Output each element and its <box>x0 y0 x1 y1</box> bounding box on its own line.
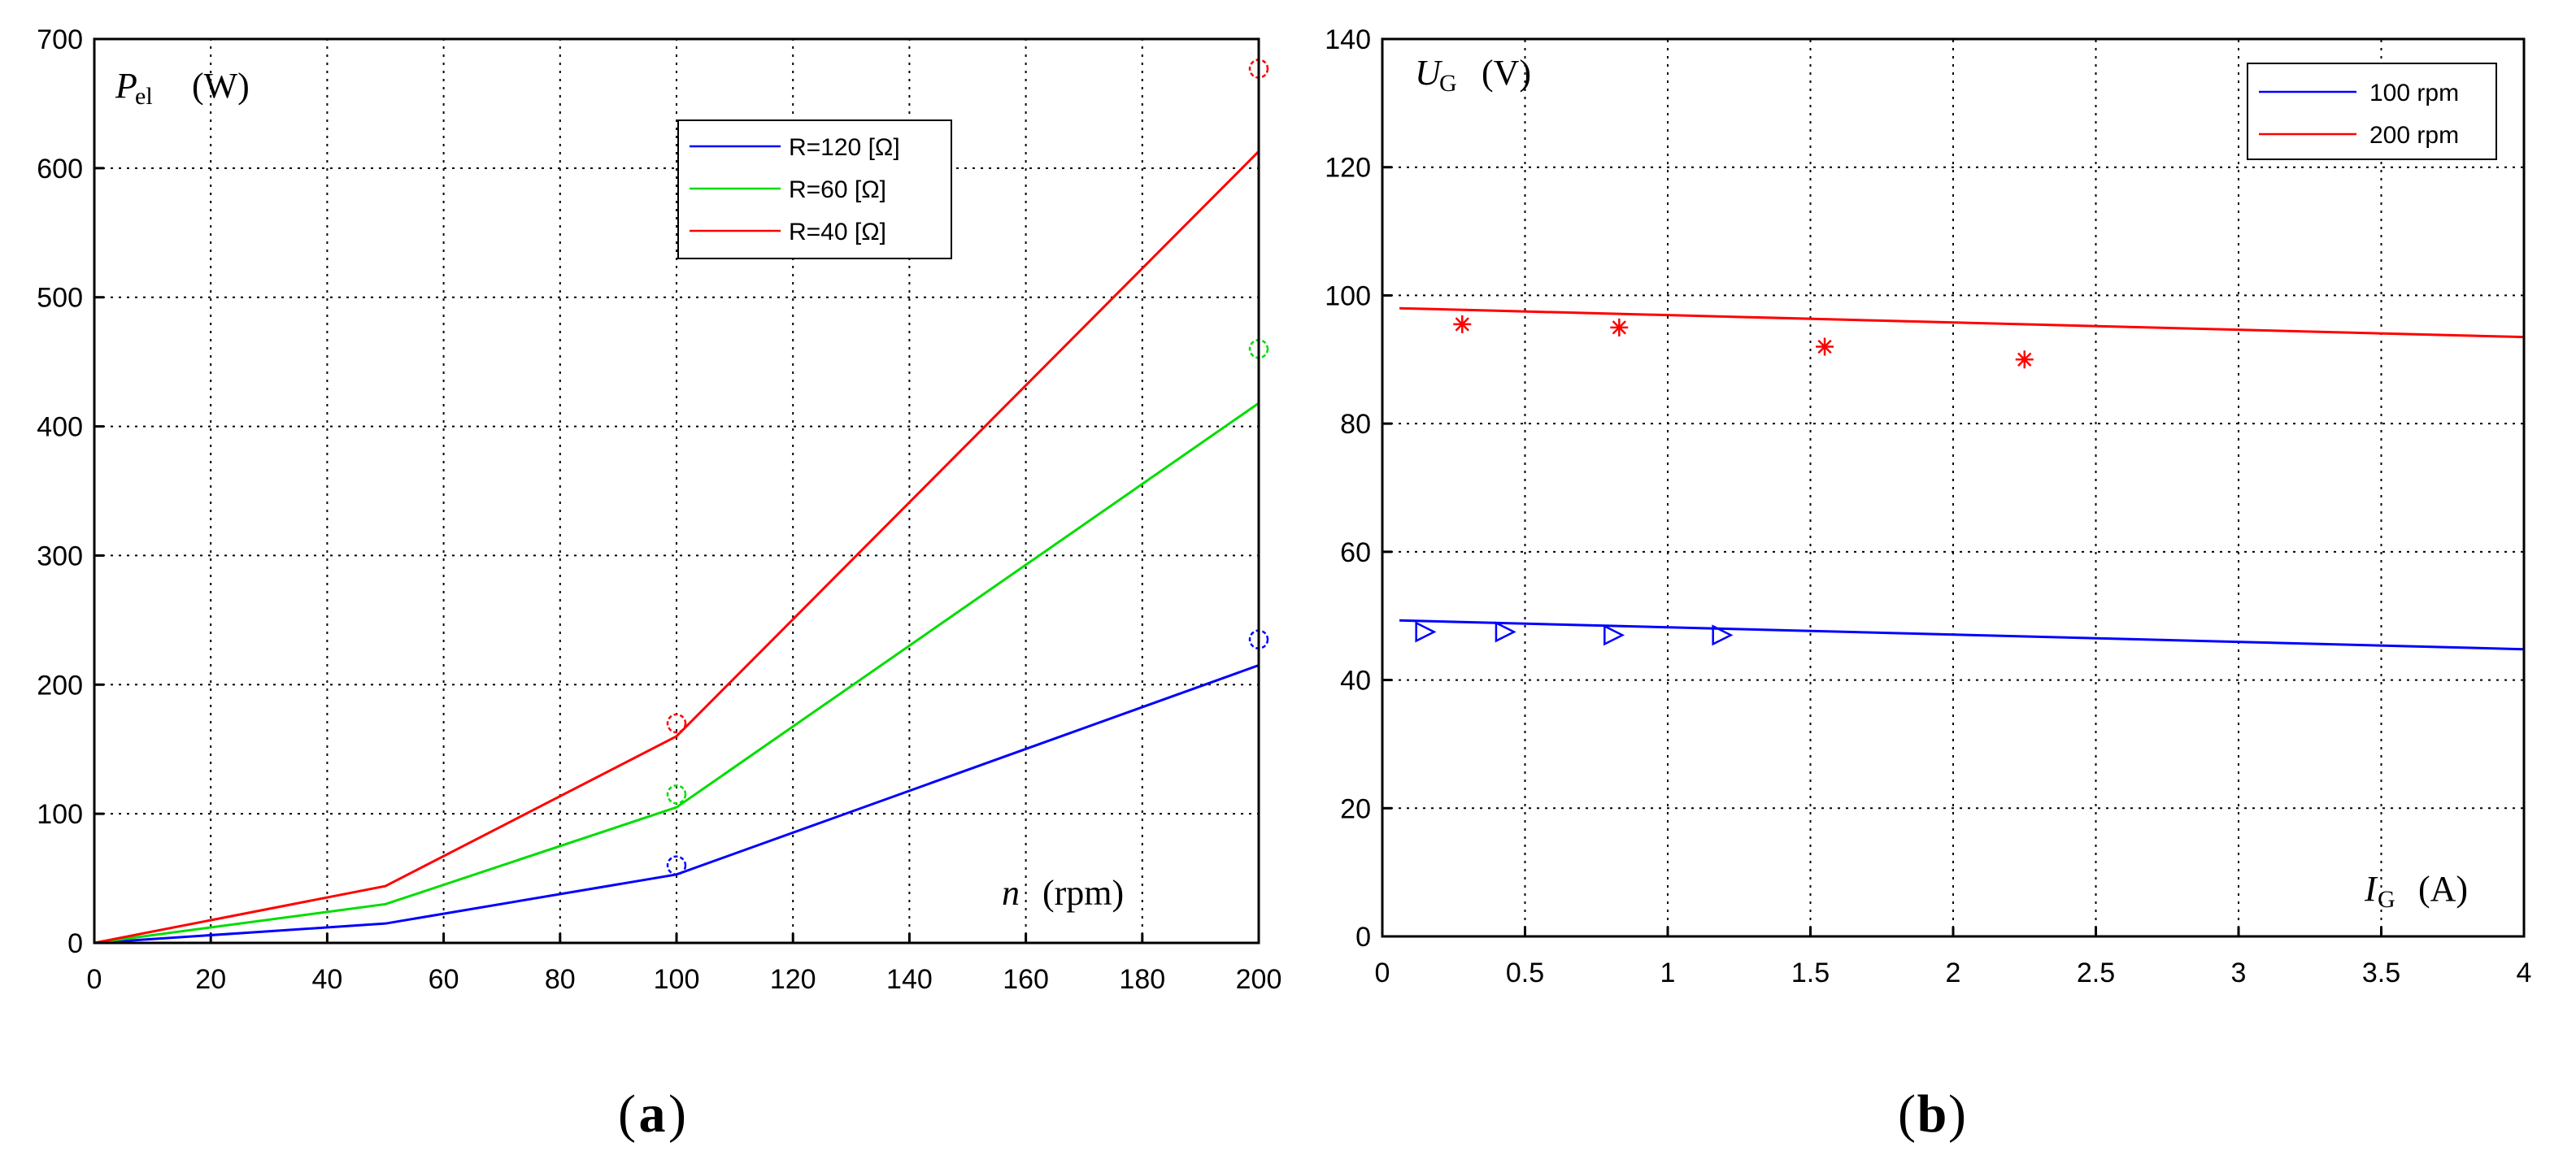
chart-a-ytick-label-1: 100 <box>37 799 83 830</box>
chart-a-xtick-label-8: 160 <box>1003 964 1049 995</box>
chart-a-ytick-label-3: 300 <box>37 541 83 571</box>
chart-a-caption-letter: a <box>639 1084 666 1144</box>
chart-b-xtick-label-7: 3.5 <box>2362 958 2400 988</box>
chart-a-legend-label-1: R=60 [Ω] <box>789 176 886 203</box>
chart-a-ylabel-main: P <box>115 66 137 106</box>
chart-b-series-1-point-1 <box>1610 318 1629 337</box>
chart-a-ytick-label-5: 500 <box>37 283 83 314</box>
chart-a-xtick-label-0: 0 <box>87 964 102 995</box>
chart-b-legend-box <box>2247 63 2497 160</box>
chart-b-ylabel-unit: (V) <box>1482 53 1531 93</box>
chart-b-ytick-label-2: 40 <box>1340 666 1371 697</box>
chart-a-series-line-0 <box>94 664 1260 945</box>
chart-b-xtick-label-2: 1 <box>1660 958 1676 988</box>
chart-b-xtick-label-1: 0.5 <box>1506 958 1544 988</box>
chart-a-xtick-label-5: 100 <box>654 964 700 995</box>
chart-a-legend: R=120 [Ω] R=60 [Ω] R=40 [Ω] <box>677 119 952 259</box>
chart-a-caption-open: ( <box>618 1084 636 1144</box>
chart-b-xtick-label-5: 2.5 <box>2077 958 2115 988</box>
chart-a-series-0-point-0 <box>666 855 687 875</box>
chart-b-caption-letter: b <box>1917 1084 1947 1144</box>
chart-b-series-1-point-0 <box>1453 315 1472 333</box>
chart-b-series-0-point-3 <box>1712 624 1734 646</box>
chart-b-series-0-point-1 <box>1495 621 1516 643</box>
chart-a-legend-label-0: R=120 [Ω] <box>789 134 900 161</box>
chart-b-xtick-label-6: 3 <box>2231 958 2247 988</box>
chart-a-ytick-label-7: 700 <box>37 24 83 55</box>
chart-a-legend-label-2: R=40 [Ω] <box>789 219 886 245</box>
chart-b-xlabel-unit: (A) <box>2418 869 2468 909</box>
chart-b-ytick-label-4: 80 <box>1340 409 1371 440</box>
chart-b-series-line-1 <box>1399 306 2525 339</box>
chart-b-legend-label-0: 100 rpm <box>2369 80 2459 106</box>
chart-a-ylabel-unit: (W) <box>192 66 250 106</box>
chart-a-xtick-label-3: 60 <box>429 964 459 995</box>
chart-b-xtick-label-3: 1.5 <box>1791 958 1830 988</box>
chart-a-series-1-point-0 <box>666 784 687 805</box>
chart-a-ytick-label-2: 200 <box>37 670 83 701</box>
chart-b-ytick-label-3: 60 <box>1340 537 1371 568</box>
chart-a-series-line-2 <box>94 150 1260 945</box>
chart-a-series <box>94 59 1269 945</box>
chart-a-frame <box>93 37 1260 945</box>
chart-panel-a: 0 20 40 60 80 100 120 140 160 180 200 0 100 200 300 400… <box>37 24 1281 1144</box>
chart-a-xlabel-main: n <box>1002 873 1020 913</box>
chart-a-ytick-label-4: 400 <box>37 412 83 443</box>
chart-a-xtick-label-9: 180 <box>1119 964 1165 995</box>
chart-b-series-0-point-2 <box>1603 624 1625 646</box>
chart-b-ylabel-sub: G <box>1439 70 1457 97</box>
chart-b-ytick-label-1: 20 <box>1340 793 1371 824</box>
chart-b-xlabel-sub: G <box>2378 886 2395 913</box>
chart-a-xtick-label-7: 140 <box>886 964 933 995</box>
chart-b-caption: ( b ) <box>1898 1084 1966 1144</box>
chart-b-series-1-point-3 <box>2015 350 2034 369</box>
chart-a-xtick-label-6: 120 <box>770 964 816 995</box>
chart-b-ytick-label-7: 140 <box>1325 24 1371 55</box>
chart-b-ylabel-main: U <box>1415 53 1443 93</box>
chart-a-ytick-label-6: 600 <box>37 154 83 185</box>
chart-b-caption-close: ) <box>1948 1084 1966 1144</box>
chart-b-xtick-label-4: 2 <box>1946 958 1961 988</box>
chart-b-series-0-point-0 <box>1415 621 1437 643</box>
chart-a-caption: ( a ) <box>618 1084 686 1144</box>
chart-a-xtick-label-2: 40 <box>311 964 342 995</box>
chart-b-xtick-label-8: 4 <box>2517 958 2532 988</box>
chart-b-xlabel-main: I <box>2364 869 2378 909</box>
chart-b-legend: 100 rpm 200 rpm <box>2247 63 2497 160</box>
chart-a-xlabel-unit: (rpm) <box>1042 873 1124 913</box>
chart-a-series-line-1 <box>94 402 1260 945</box>
chart-b-xtick-label-0: 0 <box>1375 958 1390 988</box>
chart-a-ylabel-sub: el <box>135 83 153 110</box>
chart-a-xtick-label-10: 200 <box>1236 964 1282 995</box>
chart-a-series-2-point-0 <box>666 713 687 734</box>
chart-a-ytick-label-0: 0 <box>67 928 83 959</box>
chart-b-ytick-label-0: 0 <box>1355 922 1371 953</box>
chart-b-grid <box>1382 39 2524 936</box>
chart-b-caption-open: ( <box>1898 1084 1916 1144</box>
chart-a-ticks: 0 20 40 60 80 100 120 140 160 180 200 0 100 200 300 400… <box>37 24 1281 995</box>
chart-b-ytick-label-6: 120 <box>1325 153 1371 184</box>
chart-b-ytick-label-5: 100 <box>1325 280 1371 311</box>
chart-b-series <box>1399 306 2525 651</box>
chart-a-xtick-label-4: 80 <box>545 964 576 995</box>
chart-a-caption-close: ) <box>668 1084 686 1144</box>
chart-b-series-1-point-2 <box>1816 337 1834 356</box>
chart-b-frame <box>1381 37 2526 938</box>
chart-a-xtick-label-1: 20 <box>195 964 226 995</box>
chart-b-series-line-0 <box>1399 619 2525 651</box>
chart-b-legend-label-1: 200 rpm <box>2369 122 2459 149</box>
